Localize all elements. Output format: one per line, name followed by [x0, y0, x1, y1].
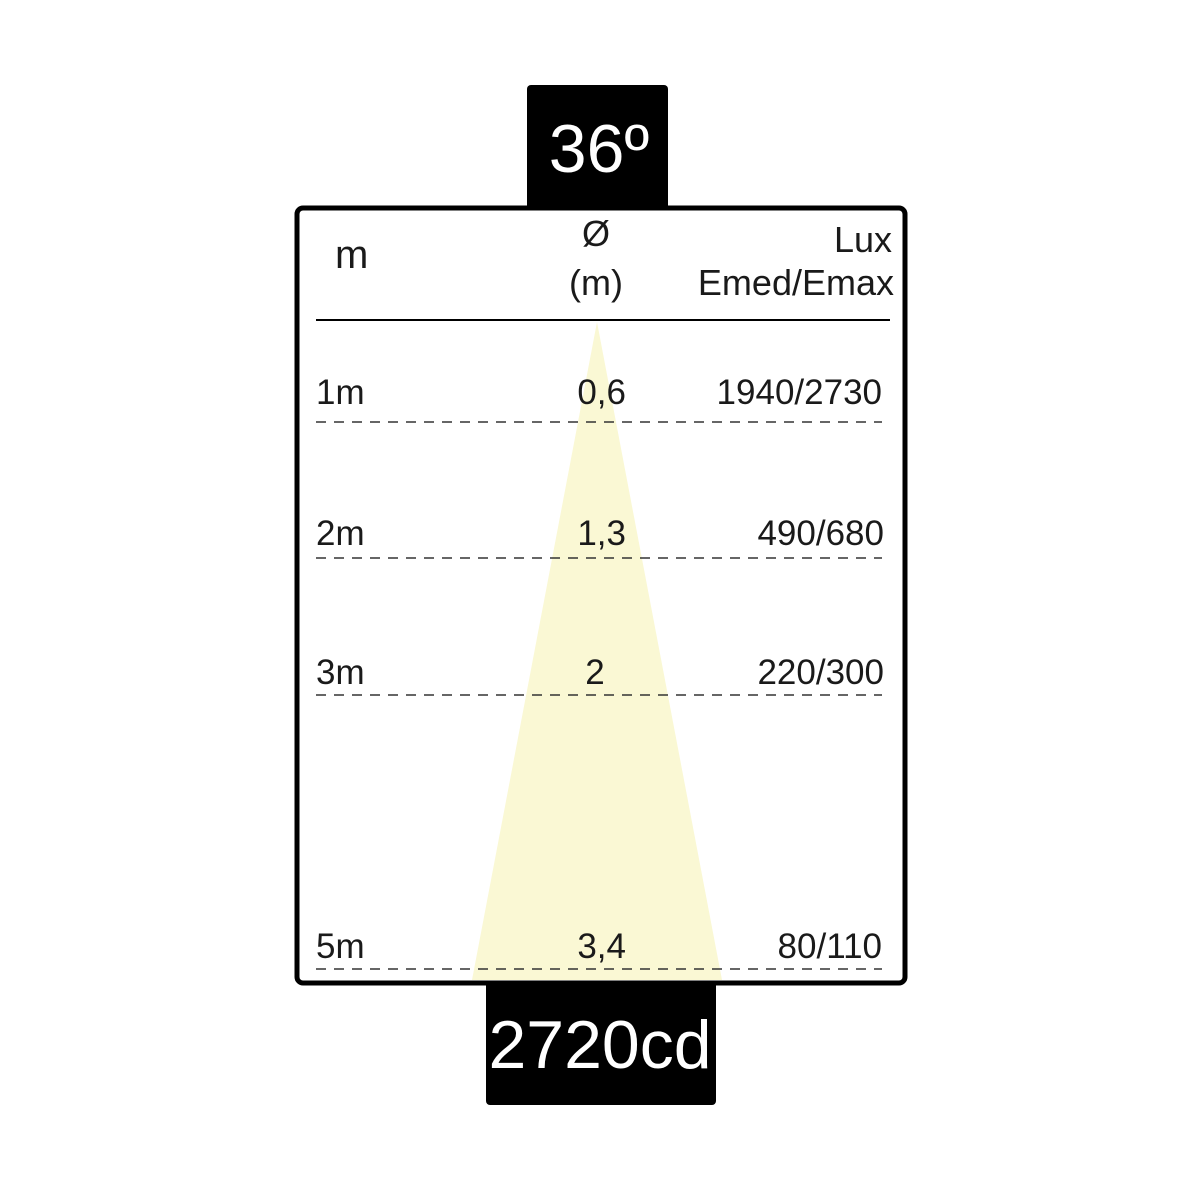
row-distance: 5m — [316, 927, 365, 966]
row-diameter: 1,3 — [577, 514, 626, 553]
row-diameter: 0,6 — [577, 373, 626, 412]
beam-angle-label: 36º — [549, 111, 649, 187]
header-distance: m — [335, 233, 368, 277]
row-distance: 3m — [316, 653, 365, 692]
row-lux: 220/300 — [757, 653, 884, 692]
row-lux: 1940/2730 — [717, 373, 882, 412]
intensity-label: 2720cd — [488, 1007, 711, 1083]
table-row: 5m 3,4 80/110 — [316, 927, 882, 970]
header-lux: Lux — [834, 219, 892, 260]
row-diameter: 2 — [585, 653, 604, 692]
beam-angle-tab — [527, 85, 668, 215]
row-diameter: 3,4 — [577, 927, 626, 966]
intensity-tab — [486, 975, 716, 1105]
header-diameter-symbol: Ø — [582, 213, 610, 254]
row-lux: 80/110 — [778, 927, 882, 966]
header-lux-sub: Emed/Emax — [698, 262, 894, 303]
row-distance: 2m — [316, 514, 365, 553]
header-diameter-unit: (m) — [569, 262, 623, 303]
row-distance: 1m — [316, 373, 365, 412]
light-beam-cone — [472, 322, 722, 980]
table-row: 2m 1,3 490/680 — [316, 514, 884, 559]
table-row: 3m 2 220/300 — [316, 653, 884, 696]
row-lux: 490/680 — [757, 514, 884, 553]
table-row: 1m 0,6 1940/2730 — [316, 373, 882, 423]
